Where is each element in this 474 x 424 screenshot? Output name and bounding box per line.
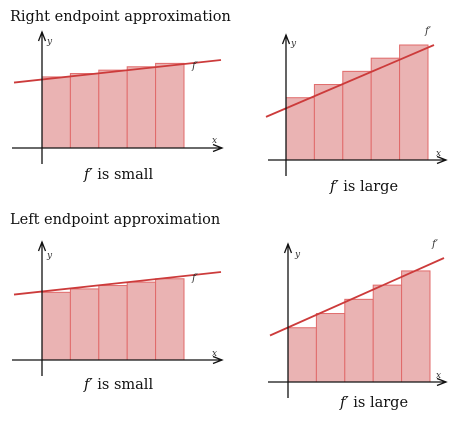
y-axis-label: y bbox=[46, 251, 53, 261]
x-axis-arrow-icon bbox=[212, 355, 224, 365]
rectangle-5 bbox=[399, 44, 429, 161]
rectangle-1 bbox=[287, 327, 317, 383]
function-line bbox=[13, 59, 222, 84]
y-axis-label: y bbox=[46, 37, 53, 47]
rectangle-3 bbox=[98, 69, 128, 149]
y-axis-label: y bbox=[294, 250, 301, 260]
y-axis-arrow-icon bbox=[283, 242, 293, 254]
function-line bbox=[265, 44, 435, 118]
x-axis-arrow-icon bbox=[212, 143, 224, 153]
function-label: f′ bbox=[424, 26, 432, 37]
y-axis-label: y bbox=[290, 39, 297, 49]
panel-left-small: yxf′f′ is small bbox=[12, 240, 224, 393]
caption-symbol: f′ bbox=[329, 179, 339, 195]
function-label: f′ bbox=[191, 61, 199, 72]
panel-caption: f′ is large bbox=[329, 179, 398, 195]
rectangle-4 bbox=[126, 281, 157, 361]
rectangle-3 bbox=[98, 285, 128, 361]
rectangle-5 bbox=[155, 62, 185, 149]
x-axis-arrow-icon bbox=[436, 155, 448, 165]
panel-caption: f′ is small bbox=[83, 167, 153, 183]
rectangle-4 bbox=[372, 284, 403, 383]
caption-text: is small bbox=[93, 377, 154, 393]
x-axis-label: x bbox=[212, 349, 217, 359]
rectangle-3 bbox=[344, 298, 374, 383]
rectangle-1 bbox=[41, 76, 71, 149]
rectangle-5 bbox=[401, 270, 431, 383]
caption-symbol: f′ bbox=[83, 167, 93, 183]
panel-caption: f′ is small bbox=[83, 377, 153, 393]
function-label: f′ bbox=[191, 273, 199, 284]
panel-caption: f′ is large bbox=[339, 395, 408, 411]
function-line bbox=[269, 257, 445, 337]
rectangle-4 bbox=[370, 57, 401, 161]
rectangle-1 bbox=[285, 97, 315, 161]
function-line bbox=[13, 271, 222, 296]
function-label: f′ bbox=[431, 239, 439, 250]
y-axis-arrow-icon bbox=[281, 33, 291, 45]
panel-right-large: yxf′f′ is large bbox=[265, 26, 448, 195]
x-axis-label: x bbox=[436, 149, 441, 159]
rectangle-4 bbox=[126, 66, 157, 149]
rectangle-2 bbox=[69, 288, 100, 361]
section-title-left-endpoint: Left endpoint approximation bbox=[10, 212, 220, 228]
rectangle-2 bbox=[315, 313, 346, 383]
caption-text: is large bbox=[349, 395, 408, 411]
y-axis-arrow-icon bbox=[37, 240, 47, 252]
x-axis-label: x bbox=[212, 136, 217, 146]
caption-text: is small bbox=[93, 167, 154, 183]
rectangle-1 bbox=[41, 291, 71, 361]
panel-right-small: yxf′f′ is small bbox=[12, 30, 224, 183]
caption-symbol: f′ bbox=[83, 377, 93, 393]
caption-text: is large bbox=[339, 179, 398, 195]
rectangle-3 bbox=[342, 70, 372, 161]
caption-symbol: f′ bbox=[339, 395, 349, 411]
panel-left-large: yxf′f′ is large bbox=[268, 239, 448, 411]
y-axis-arrow-icon bbox=[37, 30, 47, 42]
x-axis-arrow-icon bbox=[436, 377, 448, 387]
rectangle-2 bbox=[313, 84, 344, 161]
section-title-right-endpoint: Right endpoint approximation bbox=[10, 9, 231, 25]
x-axis-label: x bbox=[436, 371, 441, 381]
rectangle-2 bbox=[69, 73, 100, 149]
rectangle-5 bbox=[155, 278, 185, 361]
